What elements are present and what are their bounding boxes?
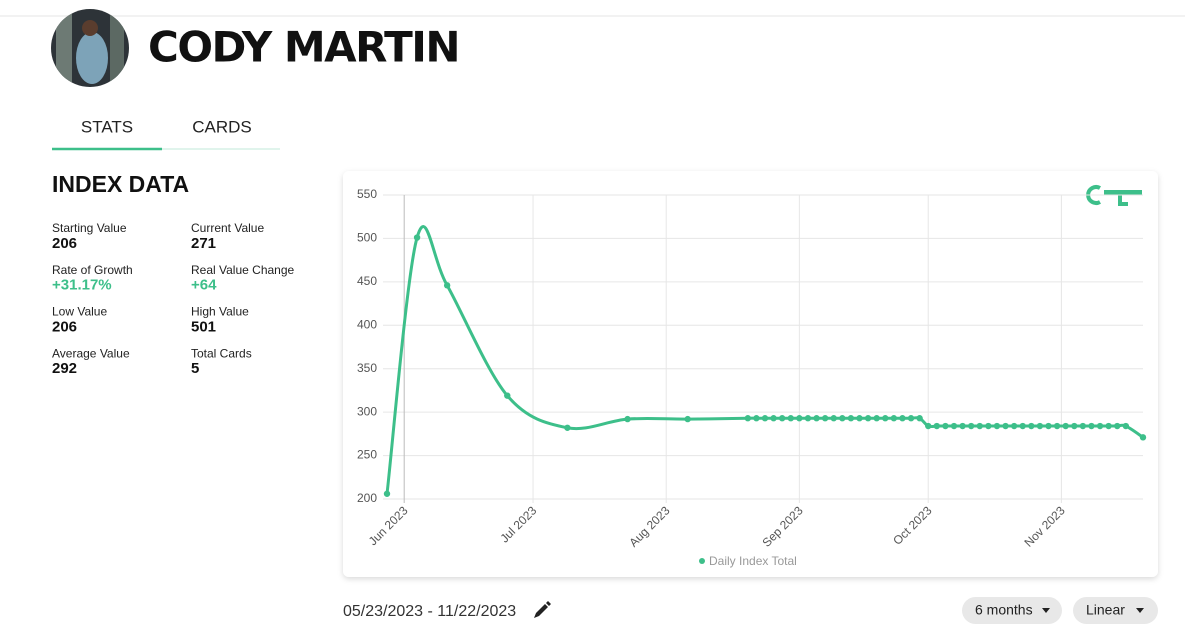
chart-card — [343, 171, 1158, 577]
edit-icon[interactable] — [534, 601, 551, 618]
y-tick-label: 300 — [357, 404, 377, 418]
range-button[interactable] — [962, 597, 1062, 624]
y-tick-label: 500 — [357, 231, 377, 245]
point — [993, 422, 1001, 430]
stat-value: 206 — [52, 318, 77, 335]
point — [1139, 434, 1147, 441]
point — [504, 392, 511, 399]
tab[interactable]: CARDS — [192, 117, 252, 136]
stat-value: 501 — [191, 318, 216, 335]
point — [624, 415, 631, 423]
point — [967, 422, 975, 430]
scale-button-label: Linear — [1086, 602, 1125, 618]
stat-label: Average Value — [52, 346, 130, 360]
scale-button[interactable] — [1073, 597, 1158, 624]
stat-value: 5 — [191, 360, 199, 377]
point — [821, 415, 829, 422]
point — [383, 490, 391, 497]
point — [830, 415, 837, 422]
point — [1010, 422, 1018, 430]
point — [1036, 422, 1044, 430]
y-tick-label: 200 — [357, 491, 377, 505]
stat-label: Rate of Growth — [52, 263, 133, 277]
point — [778, 415, 786, 422]
point — [925, 422, 932, 430]
point — [761, 415, 769, 422]
point — [1053, 422, 1061, 430]
stat-label: Real Value Change — [191, 263, 295, 277]
point — [847, 415, 855, 422]
range-button-label: 6 months — [975, 602, 1033, 618]
point — [1071, 422, 1078, 430]
y-tick-label: 350 — [357, 361, 377, 375]
point — [1122, 422, 1130, 430]
stat-label: Total Cards — [191, 346, 252, 360]
point — [890, 415, 898, 422]
point — [770, 415, 777, 422]
point — [873, 415, 880, 422]
y-tick-label: 400 — [357, 317, 377, 331]
point — [942, 422, 949, 430]
stat-value: +64 — [191, 277, 217, 294]
stat-label: Low Value — [52, 305, 107, 319]
point — [684, 415, 691, 423]
point — [1019, 422, 1026, 430]
point — [443, 282, 451, 289]
point — [813, 415, 820, 422]
point — [1114, 422, 1121, 430]
point — [985, 422, 992, 430]
point — [1105, 422, 1112, 430]
point — [882, 415, 889, 422]
point — [1062, 422, 1069, 430]
point — [1028, 422, 1035, 430]
dropdown-caret — [1136, 608, 1144, 613]
point — [564, 424, 571, 431]
point — [959, 422, 966, 430]
point — [1096, 422, 1104, 430]
legend-label: Daily Index Total — [709, 554, 797, 568]
section-title: INDEX DATA — [52, 171, 189, 197]
point — [864, 415, 872, 422]
point — [899, 415, 906, 422]
avatar[interactable] — [50, 8, 130, 88]
point — [856, 415, 863, 422]
point — [1079, 422, 1087, 430]
point — [839, 415, 846, 422]
point — [1045, 422, 1052, 430]
tab[interactable]: STATS — [81, 117, 133, 136]
stat-value: +31.17% — [52, 277, 112, 294]
point — [744, 415, 752, 422]
stat-label: High Value — [191, 305, 249, 319]
point — [753, 415, 760, 422]
y-tick-label: 550 — [357, 187, 377, 201]
dropdown-caret — [1042, 608, 1050, 613]
point — [1002, 422, 1009, 430]
point — [796, 415, 803, 422]
point — [907, 415, 915, 422]
point — [916, 415, 923, 422]
point — [1088, 422, 1095, 430]
y-tick-label: 450 — [357, 274, 377, 288]
point — [804, 415, 812, 422]
stat-value: 271 — [191, 235, 216, 252]
legend-swatch — [699, 558, 705, 564]
point — [787, 415, 794, 422]
point — [950, 422, 958, 430]
point — [413, 234, 421, 241]
stat-value: 206 — [52, 235, 77, 252]
stat-label: Current Value — [191, 221, 264, 235]
point — [933, 422, 941, 430]
y-tick-label: 250 — [357, 448, 377, 462]
point — [976, 422, 983, 430]
date-range: 05/23/2023 - 11/22/2023 — [343, 603, 516, 620]
stat-label: Starting Value — [52, 221, 127, 235]
player-name: CODY MARTIN — [148, 23, 459, 72]
stat-value: 292 — [52, 360, 77, 377]
